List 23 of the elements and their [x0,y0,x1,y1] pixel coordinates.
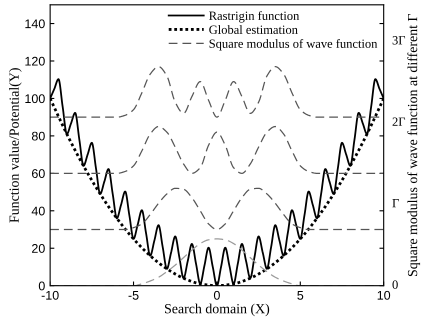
y2-axis-title: Square modulus of wave function at different Γ [407,14,420,276]
x-tick-label: 5 [297,291,304,300]
x-tick-label: 10 [378,290,390,300]
y-tick-label: 0 [38,281,45,290]
text: 0 [392,280,398,289]
legend-label: Global estimation [209,25,298,34]
y-tick-label: 120 [25,56,45,66]
x-tick-label: 0 [214,290,220,300]
y-tick-label: 20 [32,244,45,253]
text: Γ [392,199,399,208]
x-tick-label: -5 [128,291,139,300]
y-tick-label: 140 [25,19,45,28]
y-tick-label: 100 [25,94,45,104]
y-axis-title: Function value/Potential(Y) [9,68,22,223]
y-tick-label: 40 [32,206,45,216]
legend-label: Square modulus of wave function [210,38,378,50]
x-axis-title: Search domain (X) [165,304,270,316]
y-tick-label: 60 [32,169,45,178]
text: 2Γ [392,118,406,126]
y-tick-label: 80 [32,132,45,141]
x-tick-label: -10 [42,290,59,300]
text: 3Γ [392,36,406,44]
legend-label: Rastrigin function [209,11,300,23]
